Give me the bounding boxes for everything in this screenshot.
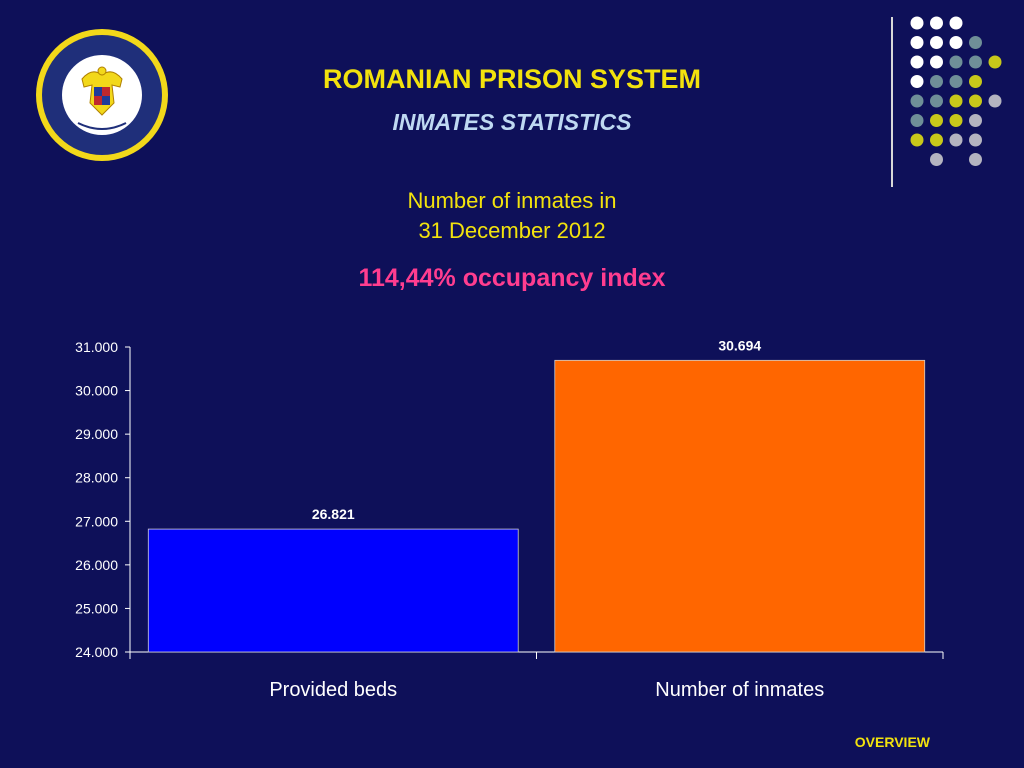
chart-heading-line1: Number of inmates in [407,188,617,213]
page-title: ROMANIAN PRISON SYSTEM [322,64,702,94]
decorative-dot [949,16,963,30]
x-category-label: Number of inmates [655,679,824,701]
decorative-dot [910,36,924,49]
decorative-dot [930,75,943,88]
decorative-dot [969,94,982,108]
decorative-dot [910,16,924,30]
decorative-dot [949,36,963,49]
decorative-dot [949,75,963,88]
y-tick-label: 28.000 [75,470,118,486]
decorative-dot [969,55,982,69]
decorative-dot [969,133,982,147]
y-tick-label: 25.000 [75,600,118,616]
bar-value-label: 26.821 [312,506,355,522]
motto-ribbon [77,122,127,130]
decorative-dot [949,114,963,127]
x-category-label: Provided beds [269,679,397,701]
decorative-dot [988,55,1002,69]
decorative-dot [930,16,943,30]
eagle-icon [81,66,123,116]
decorative-dot [949,133,963,147]
decorative-dot [949,94,963,108]
y-tick-label: 30.000 [75,383,118,399]
decorative-dot [910,94,924,108]
decorative-dot [988,94,1002,108]
y-tick-label: 31.000 [75,339,118,355]
chart-labels: 26.821 Provided beds 30.694 Number of inmat… [269,337,824,701]
bar-chart: 24.000 25.000 26.000 27.000 28.000 29.000 30.0… [75,337,944,701]
overview-link[interactable]: OVERVIEW [854,734,930,750]
decorative-dot [930,133,943,147]
chart-axes: 24.000 25.000 26.000 27.000 28.000 29.000 30.0… [75,339,944,660]
decorative-dot [949,55,963,69]
y-tick-label: 29.000 [75,426,118,442]
decorative-dot [910,55,924,69]
decorative-dot [930,94,943,108]
decorative-dot [969,36,982,49]
y-tick-label: 27.000 [75,513,118,529]
bar-provided-beds [147,528,519,653]
decorative-dot [930,153,943,166]
decorative-dot [969,153,982,166]
chart-heading-line2: 31 December 2012 [418,218,606,243]
bar-value-label: 30.694 [718,337,761,353]
page-subtitle: INMATES STATISTICS [392,109,632,135]
decorative-dot [930,36,943,49]
decorative-dot [910,133,924,147]
decorative-dot [969,75,982,88]
decorative-dot [969,114,982,127]
decorative-dot-grid [910,16,1002,166]
bar-number-of-inmates [554,359,926,653]
y-tick-label: 26.000 [75,557,118,573]
y-tick-label: 24.000 [75,644,118,660]
occupancy-index: 114,44% occupancy index [358,264,666,292]
chart-bars [147,359,926,653]
decorative-dot [910,114,924,127]
decorative-dot [910,75,924,88]
decorative-dot [930,55,943,69]
decorative-dot [930,114,943,127]
vertical-divider [891,17,893,187]
ministry-seal-logo [36,29,168,161]
